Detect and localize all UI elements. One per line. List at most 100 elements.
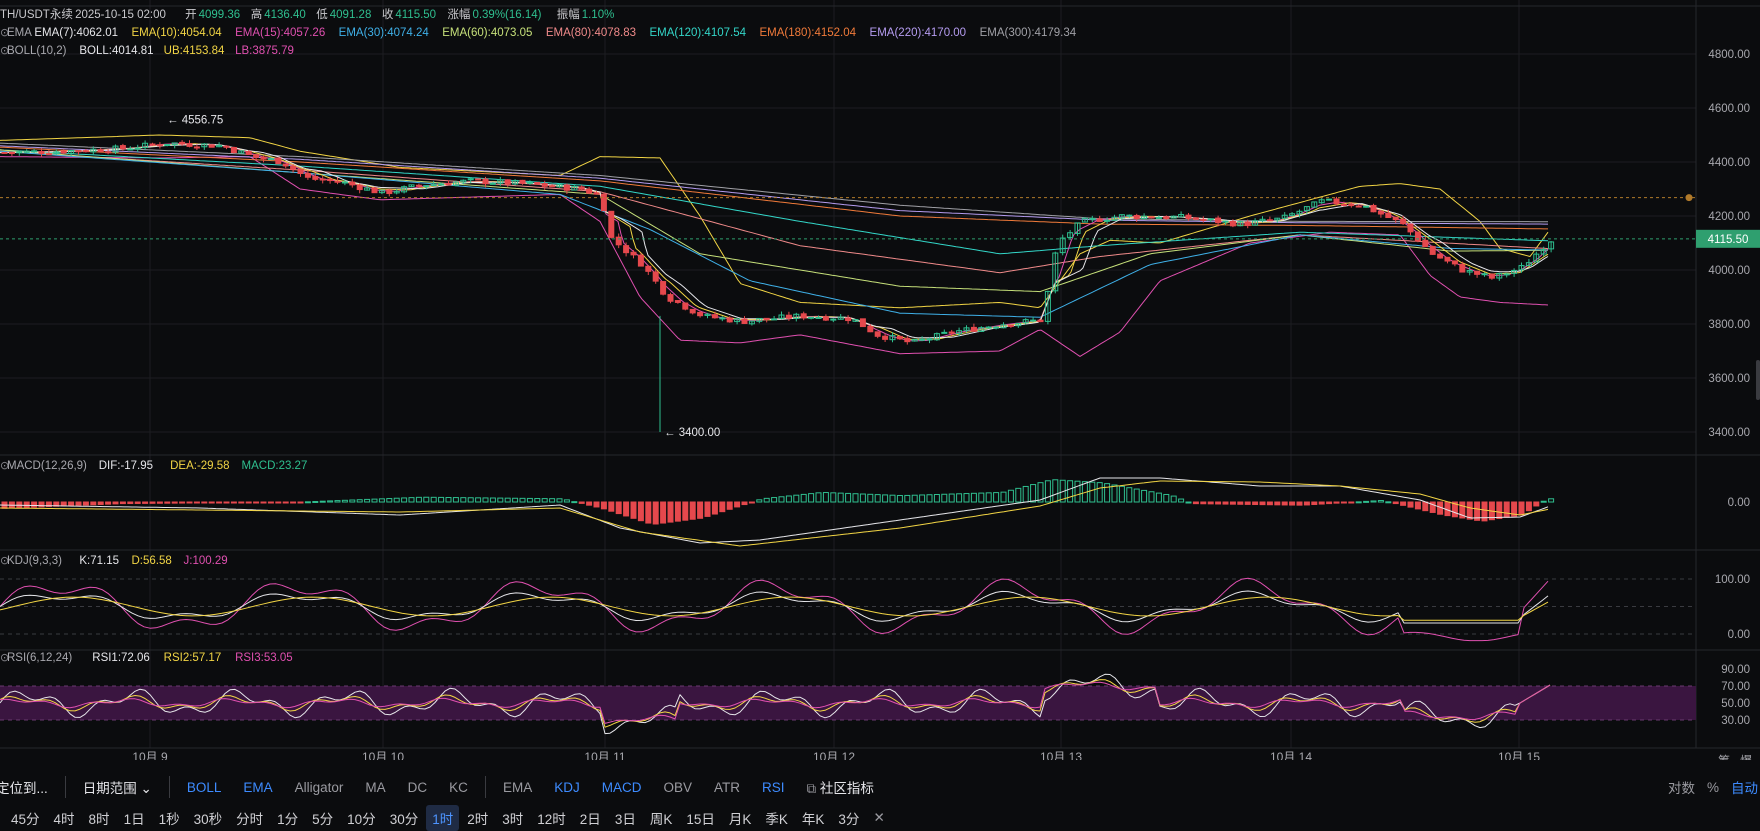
sub-indicator-atr[interactable]: ATR — [713, 779, 740, 795]
candle-body — [193, 146, 200, 149]
main-indicator-boll[interactable]: BOLL — [186, 779, 222, 795]
candle-body — [275, 157, 282, 165]
macd-bar — [164, 501, 171, 504]
timeframe-option[interactable]: 30秒 — [193, 811, 223, 827]
boll-upper-line — [0, 134, 1549, 309]
indicator-settings-icon: ⊙ — [0, 45, 9, 57]
vertical-scrollbar — [1756, 360, 1760, 400]
macd-bar — [896, 494, 903, 503]
macd-bar — [497, 497, 504, 503]
locate-button[interactable]: 定位到... — [0, 781, 48, 796]
rsi-axis-label: 70.00 — [1721, 681, 1750, 693]
ohlc-info: TH/USDT永续 — [0, 7, 73, 21]
macd-bar — [38, 501, 45, 508]
indicator-value: DIF:-17.95 — [99, 460, 153, 472]
macd-bar — [1118, 485, 1125, 503]
candle-body — [1037, 319, 1044, 323]
macd-bar — [845, 492, 852, 503]
candle-body — [460, 179, 467, 183]
indicator-value: BOLL:4014.81 — [79, 45, 153, 57]
macd-bar — [1163, 493, 1170, 503]
timeframe-option[interactable]: 4时 — [53, 811, 75, 827]
timeframe-option[interactable]: 季K — [765, 811, 788, 827]
candle-body — [282, 163, 289, 167]
candle-body — [896, 335, 903, 340]
sub-indicator-macd[interactable]: MACD — [601, 779, 642, 795]
candle-body — [179, 141, 186, 145]
scale-option-2[interactable]: 自动 — [1731, 781, 1758, 796]
candle-body — [208, 144, 215, 148]
indicator-value: RSI2:57.17 — [164, 652, 222, 664]
candle-body — [1363, 205, 1370, 208]
main-indicator-dc[interactable]: DC — [407, 779, 428, 795]
sub-indicator-ema[interactable]: EMA — [502, 779, 533, 795]
candle-body — [1296, 210, 1303, 215]
timeframe-option[interactable]: 45分 — [11, 811, 40, 827]
timeframe-option[interactable]: 月K — [728, 811, 752, 827]
timeframe-option[interactable]: 8时 — [88, 811, 110, 827]
ohlc-info: 2025-10-15 02:00 — [75, 9, 166, 21]
macd-bar — [297, 501, 304, 504]
macd-bar — [667, 501, 674, 523]
timeframe-option[interactable]: 10分 — [347, 811, 376, 827]
candle-body — [1133, 214, 1140, 220]
timeframe-option[interactable]: 年K — [801, 811, 825, 827]
timeframe-option[interactable]: 1日 — [123, 811, 145, 827]
sub-indicator-obv[interactable]: OBV — [663, 779, 692, 795]
community-indicators-button[interactable]: ⧉ 社区指标 — [806, 781, 874, 796]
timeframe-option[interactable]: 1时 — [426, 804, 460, 831]
candle-body — [1244, 221, 1251, 227]
macd-bar — [763, 497, 770, 503]
timeframe-option[interactable]: 3日 — [614, 811, 636, 827]
candle-body — [1104, 219, 1111, 222]
macd-bar — [859, 493, 866, 503]
timeframe-option[interactable]: 30分 — [389, 811, 419, 827]
candle-body — [1466, 270, 1473, 273]
timeframe-option[interactable]: 1秒 — [158, 811, 180, 827]
macd-bar — [1407, 501, 1414, 508]
candle-body — [327, 178, 334, 182]
main-indicator-ma[interactable]: MA — [365, 779, 386, 795]
timeframe-option[interactable]: 12时 — [537, 811, 566, 827]
scale-option-1[interactable]: % — [1706, 779, 1719, 795]
candle-body — [134, 147, 141, 150]
candle-body — [1081, 217, 1088, 223]
indicator-name: BOLL(10,2) — [7, 45, 67, 57]
rsi-axis-label: 50.00 — [1721, 698, 1750, 710]
legends: TH/USDT永续 2025-10-15 02:00 开 4099.36 高 4136.4… — [0, 7, 1760, 760]
timeframe-option[interactable]: 2时 — [467, 811, 489, 827]
date-range-button[interactable]: 日期范围 ⌄ — [82, 781, 152, 796]
timeframe-option[interactable]: 15日 — [686, 811, 715, 827]
timeframe-option[interactable]: 分时 — [236, 811, 264, 827]
sub-indicator-rsi[interactable]: RSI — [761, 779, 785, 795]
rsi3-line — [0, 681, 1551, 724]
candle-body — [919, 338, 926, 341]
macd-bar — [1511, 501, 1518, 517]
macd-bar — [726, 501, 733, 510]
candle-body — [216, 144, 223, 148]
candle-body — [430, 183, 437, 187]
candle-body — [38, 151, 45, 155]
macd-bar — [393, 497, 400, 503]
scale-option-0[interactable]: 对数 — [1667, 781, 1695, 796]
macd-bar — [1111, 484, 1118, 503]
candle-body — [1481, 273, 1488, 276]
timeframe-option[interactable]: 2日 — [579, 811, 601, 827]
close-icon[interactable]: ✕ — [873, 809, 885, 825]
indicator-value: EMA(300):4179.34 — [980, 27, 1077, 39]
timeframe-option[interactable]: 1分 — [277, 811, 299, 827]
timeframe-option[interactable]: 周K — [649, 811, 673, 827]
main-indicator-ema[interactable]: EMA — [243, 779, 273, 795]
price-axis-label: 4400.00 — [1708, 157, 1750, 169]
timeframe-option[interactable]: 3分 — [838, 811, 860, 827]
indicator-value: K:71.15 — [79, 555, 119, 567]
macd-bar — [201, 501, 208, 504]
main-indicator-alligator[interactable]: Alligator — [294, 779, 344, 795]
macd-bar — [660, 501, 667, 524]
candle-body — [1, 151, 8, 154]
timeframe-option[interactable]: 5分 — [312, 811, 334, 827]
sub-indicator-kdj[interactable]: KDJ — [554, 779, 580, 795]
main-indicator-kc[interactable]: KC — [449, 779, 468, 795]
kline-chart[interactable]: 0.00 100.00 0.00 70.00 50.00 30.00 90.00 ← 4… — [0, 0, 1760, 760]
timeframe-option[interactable]: 3时 — [502, 811, 524, 827]
